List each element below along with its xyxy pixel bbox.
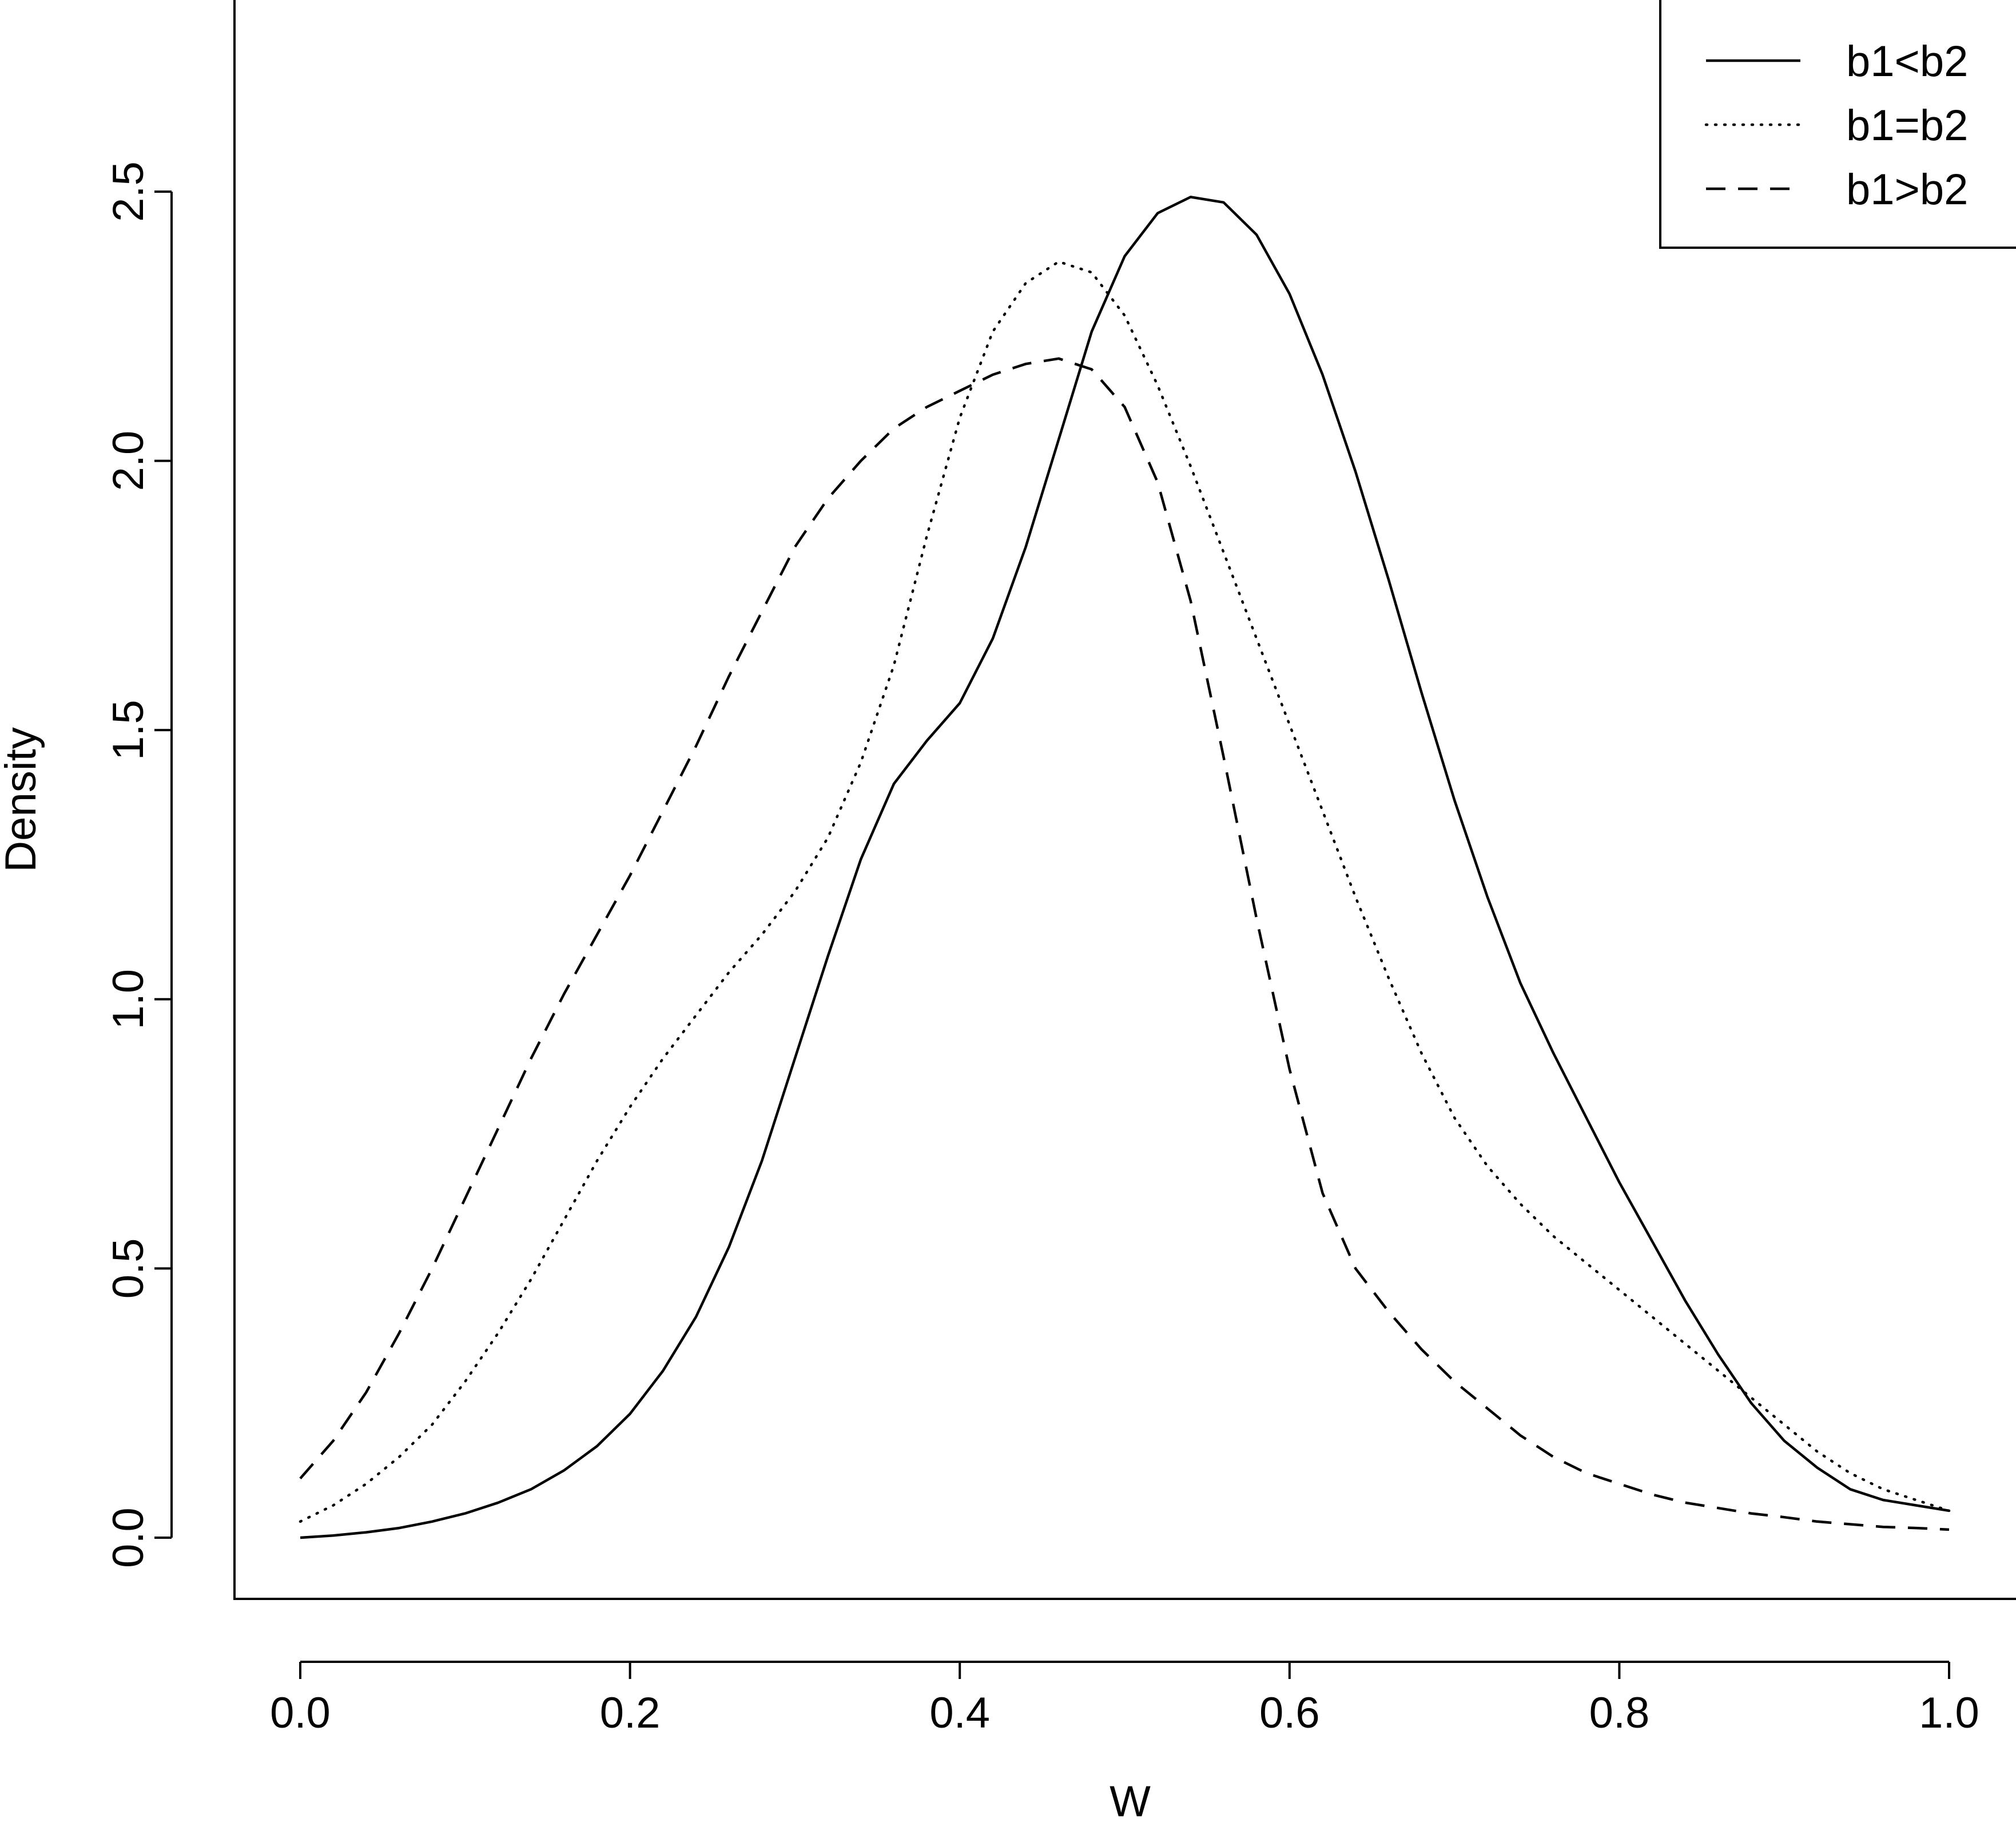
x-tick-label: 0.8 <box>1589 1689 1650 1737</box>
plot-area <box>233 0 2016 1600</box>
y-tick-label: 1.5 <box>104 700 153 760</box>
x-tick-label: 0.6 <box>1259 1689 1320 1737</box>
x-tick-label: 1.0 <box>1919 1689 1979 1737</box>
y-tick-label: 0.5 <box>104 1238 153 1299</box>
y-axis-label: Density <box>0 727 45 872</box>
legend: b1<b2 b1=b2 b1>b2 <box>1659 0 2016 249</box>
series-line-3 <box>299 357 1950 1531</box>
y-tick-label: 1.0 <box>104 969 153 1030</box>
plot-frame <box>233 0 2016 1600</box>
x-tick-label: 0.4 <box>929 1689 990 1737</box>
y-tick-label: 2.0 <box>104 431 153 491</box>
legend-label-1: b1<b2 <box>1846 37 1968 86</box>
y-axis: 0.0 0.5 1.0 1.5 2.0 2.5 <box>104 161 173 1568</box>
y-tick-label: 0.0 <box>104 1507 153 1568</box>
x-tick-label: 0.0 <box>270 1689 331 1737</box>
y-tick-label: 2.5 <box>104 161 153 222</box>
series-line-2 <box>299 260 1951 1523</box>
x-axis: 0.0 0.2 0.4 0.6 0.8 1.0 <box>270 1661 1979 1737</box>
legend-label-3: b1>b2 <box>1846 165 1968 214</box>
series-layer <box>299 196 1951 1539</box>
x-axis-label: W <box>1110 1777 1151 1826</box>
series-line-1 <box>300 196 1950 1539</box>
legend-label-2: b1=b2 <box>1846 101 1968 150</box>
x-tick-label: 0.2 <box>600 1689 661 1737</box>
legend-box <box>1659 0 2016 249</box>
